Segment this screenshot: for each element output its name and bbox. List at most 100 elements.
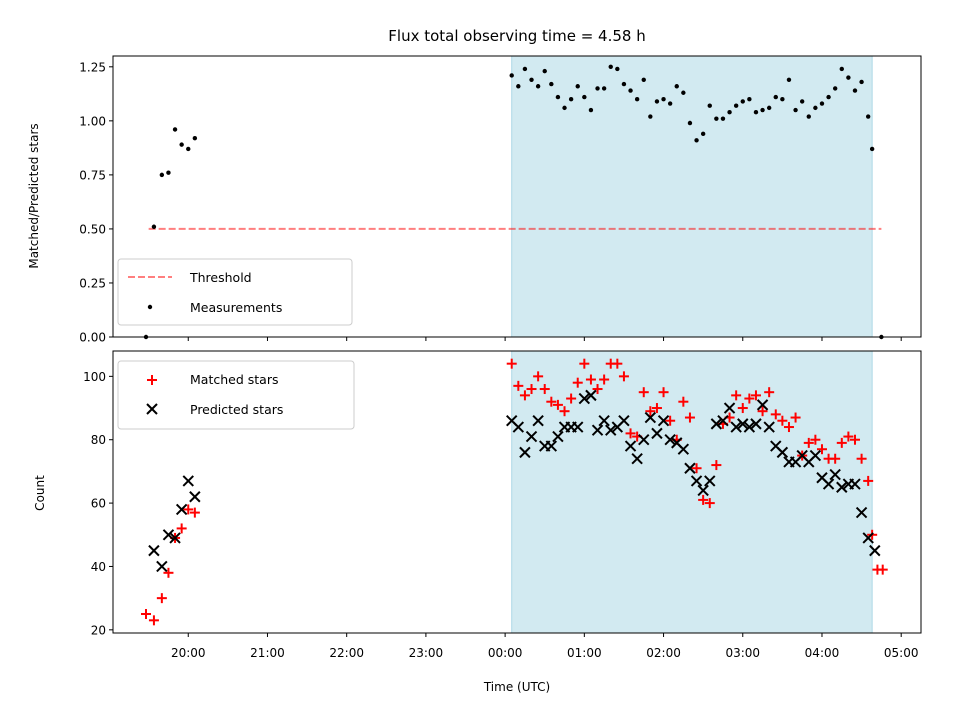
predicted-star-point-b [671,437,683,449]
measurement-point [555,94,561,100]
matched-star-point [737,403,748,414]
predicted-star-point-b [618,415,630,427]
legend-measurements-swatch [147,304,153,310]
predicted-star-point [552,430,564,443]
predicted-star-point [743,421,756,433]
measurement-point [869,146,875,152]
predicted-star-point-b [704,475,716,487]
matched-star-point [803,437,814,448]
legend-predicted-swatch [146,403,158,415]
predicted-star-point-b [591,424,604,436]
count-xtick-label: 20:00 [171,646,206,660]
predicted-star-point-b [552,430,564,443]
measurement-point [852,88,858,93]
ratio-legend-box [117,258,353,326]
ratio-legend: Threshold Measurements [117,258,353,326]
matched-star-point [638,387,649,398]
measurement-point [727,110,732,115]
predicted-star-point [776,446,789,459]
predicted-star-point-b [697,484,709,497]
predicted-star-point [723,402,736,414]
predicted-star-point-b [710,418,723,430]
predicted-star-point-b [657,415,670,427]
predicted-star-point-b [855,506,868,519]
count-xtick-label: 02:00 [646,646,681,660]
predicted-star-point [162,529,175,541]
measurement-point [826,94,831,100]
predicted-star-point [578,392,591,405]
predicted-star-point [598,415,610,427]
predicted-star-point-b [162,529,175,541]
predicted-star-point [697,484,709,497]
measurement-point [654,99,660,104]
matched-star-point [539,384,550,395]
matched-star-point [519,390,530,401]
measurement-point [793,107,798,113]
predicted-star-point-b [836,481,848,493]
measurement-point [747,97,752,102]
predicted-star-point-b [723,402,736,414]
predicted-star-point-b [156,560,168,573]
predicted-star-point-b [829,468,841,481]
matched-star-point [790,412,801,423]
predicted-star-point-b [175,503,188,516]
measurement-point [714,116,719,121]
matched-star-point [645,406,656,417]
predicted-star-point-b [651,427,663,440]
predicted-star-point-b [578,392,591,405]
predicted-star-point-b [730,421,742,433]
measurement-point [509,73,514,78]
measurement-point [595,86,600,91]
measurement-point [694,138,699,143]
legend-matched-marker [147,375,157,385]
predicted-star-point [664,434,676,446]
measurement-point [621,81,627,87]
predicted-star-point-b [677,443,690,455]
matched-star-point [665,415,676,426]
predicted-star-point [717,415,729,427]
matched-star-point [651,403,662,414]
matched-star-point [816,444,827,455]
matched-star-point [585,374,596,385]
matched-star-point [783,422,794,433]
predicted-star-point-b [624,440,637,452]
measurement-point [522,66,528,72]
predicted-star-point-b [737,418,749,430]
predicted-star-point [704,475,716,487]
measurement-point [648,114,653,119]
matched-star-point [731,390,742,401]
matched-star-point [156,593,167,604]
measurement-point [740,99,745,104]
predicted-star-point-b [519,446,531,459]
measurement-point [608,64,613,70]
measurement-point [151,224,157,229]
measurement-point [859,79,864,85]
matched-star-point [711,460,722,471]
measurement-point [661,97,666,102]
predicted-star-point [809,449,822,462]
count-legend: Matched stars Predicted stars [117,360,355,430]
measurement-point [839,66,844,72]
matched-star-point [552,399,563,410]
predicted-star-point-b [189,491,201,503]
predicted-star-point-b [684,462,696,474]
ratio-ytick-label: 0.50 [79,222,106,236]
matched-star-point [148,615,159,626]
ratio-observing-span [511,55,873,338]
matched-star-point [506,358,517,369]
matched-star-point [176,523,187,534]
matched-star-point [559,406,570,417]
predicted-star-point [638,434,650,446]
measurement-point [601,86,607,91]
measurement-point [186,146,191,152]
predicted-star-point [624,440,637,452]
predicted-star-point-b [816,472,828,484]
count-frame [112,350,922,634]
matched-star-point [513,380,524,391]
measurement-point [172,127,178,132]
count-xtick-label: 21:00 [250,646,285,660]
matched-star-point [618,371,629,382]
predicted-star-point-b [644,411,657,424]
matched-star-point [836,437,847,448]
measurement-point [846,75,851,80]
